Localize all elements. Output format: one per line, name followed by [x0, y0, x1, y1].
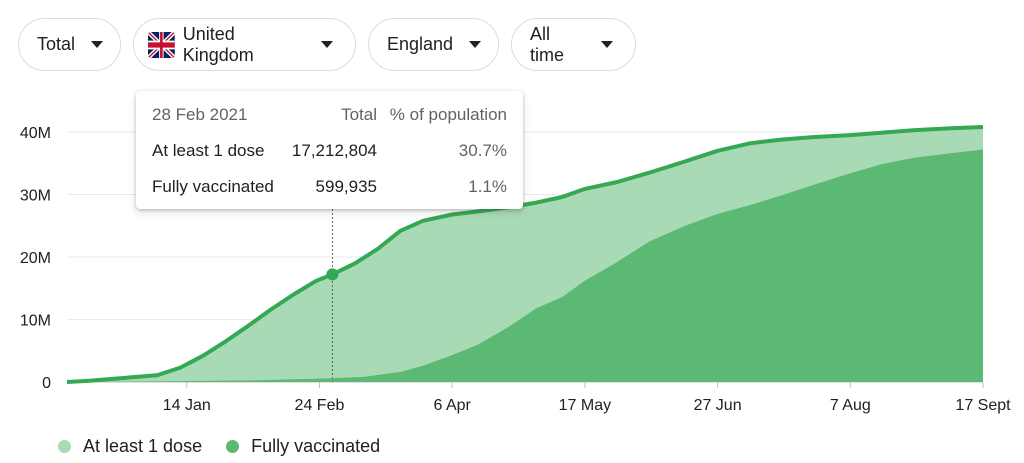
tooltip-row-label: Fully vaccinated [152, 177, 274, 196]
legend-label: At least 1 dose [83, 436, 203, 456]
period-dropdown[interactable]: All time [511, 18, 636, 71]
chart-tooltip: 28 Feb 2021 Total % of population At lea… [136, 91, 523, 209]
tooltip-col-percent: % of population [389, 105, 507, 124]
y-tick-label: 0 [42, 375, 51, 392]
tooltip-row-total: 599,935 [315, 177, 377, 196]
x-tick-label: 17 May [559, 397, 611, 414]
region-dropdown[interactable]: England [368, 18, 499, 71]
tooltip-row-label: At least 1 dose [152, 141, 265, 160]
y-tick-label: 20M [20, 250, 51, 267]
x-tick-label: 7 Aug [830, 397, 871, 414]
tooltip-col-total: Total [341, 105, 377, 124]
filter-bar: Total United Kingdom England All time [18, 18, 636, 71]
x-tick-label: 14 Jan [163, 397, 211, 414]
x-tick-label: 6 Apr [433, 397, 471, 414]
chart-legend: At least 1 dose Fully vaccinated [58, 436, 404, 457]
chevron-down-icon [469, 41, 482, 48]
series-area-full [67, 149, 983, 382]
x-tick-label: 24 Feb [295, 397, 345, 414]
y-tick-label: 40M [20, 125, 51, 142]
y-tick-label: 30M [20, 188, 51, 205]
x-tick-label: 27 Jun [694, 397, 742, 414]
legend-label: Fully vaccinated [251, 436, 381, 456]
tooltip-row-percent: 1.1% [468, 177, 507, 196]
legend-item-full[interactable]: Fully vaccinated [226, 436, 380, 457]
period-dropdown-label: All time [530, 23, 565, 65]
y-tick-label: 10M [20, 313, 51, 330]
chevron-down-icon [601, 41, 613, 48]
tooltip-row-percent: 30.7% [458, 141, 507, 160]
series-line-dose1 [66, 125, 984, 384]
legend-item-dose1[interactable]: At least 1 dose [58, 436, 202, 457]
measure-dropdown-label: Total [37, 34, 76, 54]
country-dropdown[interactable]: United Kingdom [133, 18, 356, 71]
country-dropdown-label: United Kingdom [182, 23, 254, 65]
x-tick-label: 17 Sept [955, 397, 1011, 414]
chevron-down-icon [91, 41, 104, 48]
united-kingdom-flag-icon [148, 31, 175, 58]
chevron-down-icon [321, 41, 333, 48]
hover-point [326, 268, 339, 281]
legend-swatch [58, 440, 71, 453]
region-dropdown-label: England [387, 34, 454, 54]
tooltip-date: 28 Feb 2021 [152, 105, 248, 124]
tooltip-row-total: 17,212,804 [291, 141, 377, 160]
legend-swatch [226, 440, 240, 453]
measure-dropdown[interactable]: Total [18, 18, 121, 71]
